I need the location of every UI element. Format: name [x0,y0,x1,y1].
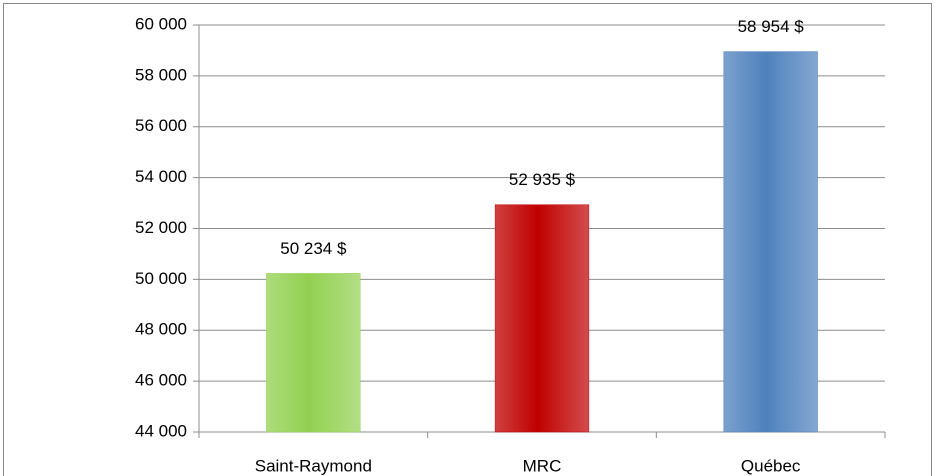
bar [266,273,361,433]
y-tick-label: 52 000 [135,218,187,237]
y-tick-label: 58 000 [135,65,187,84]
value-label: 58 954 $ [738,17,805,36]
y-tick-label: 44 000 [135,421,187,440]
value-label: 50 234 $ [280,239,347,258]
x-tick-label: MRC [523,456,562,475]
bar [723,51,818,433]
x-tick-label: Québec [741,456,801,475]
y-tick-label: 50 000 [135,269,187,288]
chart-frame [3,3,932,476]
y-tick-label: 56 000 [135,116,187,135]
y-tick-label: 46 000 [135,371,187,390]
value-label: 52 935 $ [509,170,576,189]
y-tick-label: 60 000 [135,14,187,33]
x-tick-label: Saint-Raymond [255,456,372,475]
y-tick-label: 54 000 [135,167,187,186]
bar [494,204,590,433]
y-tick-label: 48 000 [135,320,187,339]
